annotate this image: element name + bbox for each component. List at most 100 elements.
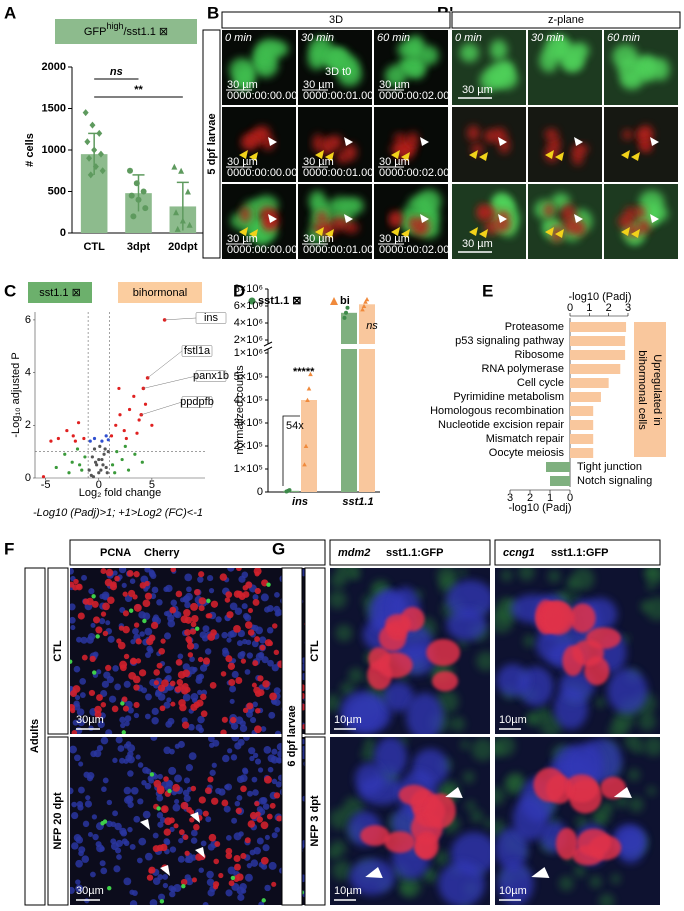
microscopy-image — [452, 30, 526, 105]
red-cell — [133, 603, 142, 612]
red-cell — [122, 591, 128, 597]
category-label: Mismatch repair — [486, 433, 565, 445]
nucleus — [256, 806, 264, 813]
nucleus — [165, 684, 173, 691]
nucleus — [207, 737, 215, 743]
nucleus — [132, 627, 139, 635]
label-box — [304, 736, 326, 906]
cell-signal — [414, 836, 436, 859]
nucleus — [174, 774, 182, 783]
red-cell — [220, 729, 227, 734]
nucleus — [184, 874, 191, 881]
arrowhead — [249, 229, 258, 238]
nucleus — [87, 632, 96, 641]
nucleus — [127, 826, 133, 833]
arrowhead — [469, 150, 478, 159]
red-cell — [240, 785, 247, 793]
nucleus — [259, 636, 267, 644]
data-point — [130, 213, 137, 220]
pcna-dot — [128, 608, 134, 613]
nucleus — [101, 786, 107, 793]
cell-signal — [471, 143, 484, 155]
nucleus — [230, 722, 239, 730]
red-cell — [251, 682, 257, 688]
red-cell — [209, 681, 217, 689]
category-label: Proteasome — [505, 321, 564, 333]
scale-label: 10µm — [499, 885, 527, 897]
arrowhead — [160, 865, 170, 876]
nucleus — [182, 789, 190, 797]
image-background — [222, 107, 296, 182]
red-cell — [255, 707, 261, 714]
nucleus — [75, 859, 83, 868]
nucleus — [117, 745, 125, 752]
pcna-dot — [181, 883, 186, 889]
nucleus — [99, 618, 106, 625]
data-point — [87, 468, 91, 472]
red-cell — [224, 597, 231, 603]
nucleus — [137, 762, 144, 768]
nucleus — [112, 570, 118, 576]
red-cell — [175, 658, 183, 666]
cell-signal — [416, 189, 442, 214]
group-label: sst1.1 ⊠ — [39, 287, 81, 299]
red-cell — [256, 816, 263, 823]
image-background — [452, 107, 526, 182]
red-cell — [126, 570, 134, 577]
nucleus — [218, 788, 226, 796]
nucleus — [72, 719, 79, 726]
nucleus — [197, 715, 205, 724]
gene-label-box — [181, 345, 213, 357]
image-background — [528, 107, 602, 182]
red-cell — [86, 597, 94, 606]
scale-label: 10µm — [499, 714, 527, 726]
pcna-dot — [159, 899, 165, 904]
red-cell — [191, 877, 197, 883]
red-cell — [169, 680, 176, 687]
highlight-point — [141, 386, 146, 391]
label-box — [24, 567, 46, 906]
red-cell — [161, 679, 169, 688]
red-cell — [133, 622, 140, 628]
chart-title: GFPhigh/sst1.1 ⊠ — [84, 21, 168, 38]
red-cell — [233, 854, 241, 862]
nucleus — [211, 762, 217, 768]
nucleus — [177, 653, 184, 660]
nucleus — [222, 647, 229, 654]
nucleus — [239, 883, 247, 891]
green-speckle — [646, 581, 656, 591]
stain-label: sst1.1:GFP — [551, 547, 608, 559]
red-cell — [254, 725, 262, 734]
green-speckle — [340, 681, 355, 697]
nucleus — [70, 568, 74, 575]
nucleus — [227, 631, 235, 638]
red-cell — [128, 589, 136, 598]
red-cell — [197, 656, 204, 663]
red-cell — [164, 817, 173, 826]
pcna-dot — [100, 821, 105, 826]
arrowhead — [621, 150, 630, 159]
green-speckle — [547, 569, 561, 583]
arrowhead — [531, 867, 550, 878]
nucleus — [115, 737, 123, 744]
nucleus — [151, 717, 159, 725]
red-cell — [180, 878, 188, 886]
red-cell — [184, 686, 191, 693]
data-point — [67, 471, 71, 475]
nucleus — [198, 727, 204, 733]
green-speckle — [638, 712, 657, 731]
category-label: Ribosome — [514, 349, 564, 361]
data-point — [110, 463, 115, 467]
nucleus — [230, 754, 238, 761]
data-point — [117, 386, 121, 391]
y-tick-label: 1×10⁶ — [234, 347, 263, 359]
cell-signal — [406, 692, 444, 734]
nucleus — [190, 854, 197, 861]
nucleus — [137, 798, 144, 805]
nucleus — [271, 778, 278, 785]
red-cell — [70, 708, 76, 714]
cell-signal — [424, 793, 456, 829]
red-cell — [204, 787, 212, 794]
y-axis-label: # cells — [24, 133, 36, 167]
red-cell — [153, 669, 160, 676]
